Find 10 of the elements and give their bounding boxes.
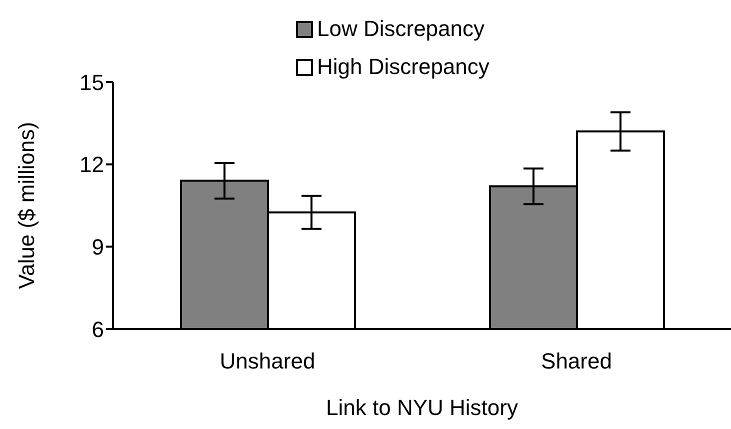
x-tick-label: Unshared	[220, 348, 316, 374]
y-tick-label: 6	[92, 316, 104, 342]
y-tick-label: 9	[92, 234, 104, 260]
y-tick-label: 15	[80, 70, 104, 95]
legend-label: High Discrepancy	[317, 54, 490, 80]
legend-label: Low Discrepancy	[317, 16, 485, 42]
y-tick-label: 12	[80, 152, 104, 178]
x-tick-label: Shared	[541, 348, 612, 374]
y-axis-title: Value ($ millions)	[14, 122, 39, 290]
x-axis-title: Link to NYU History	[326, 395, 518, 420]
